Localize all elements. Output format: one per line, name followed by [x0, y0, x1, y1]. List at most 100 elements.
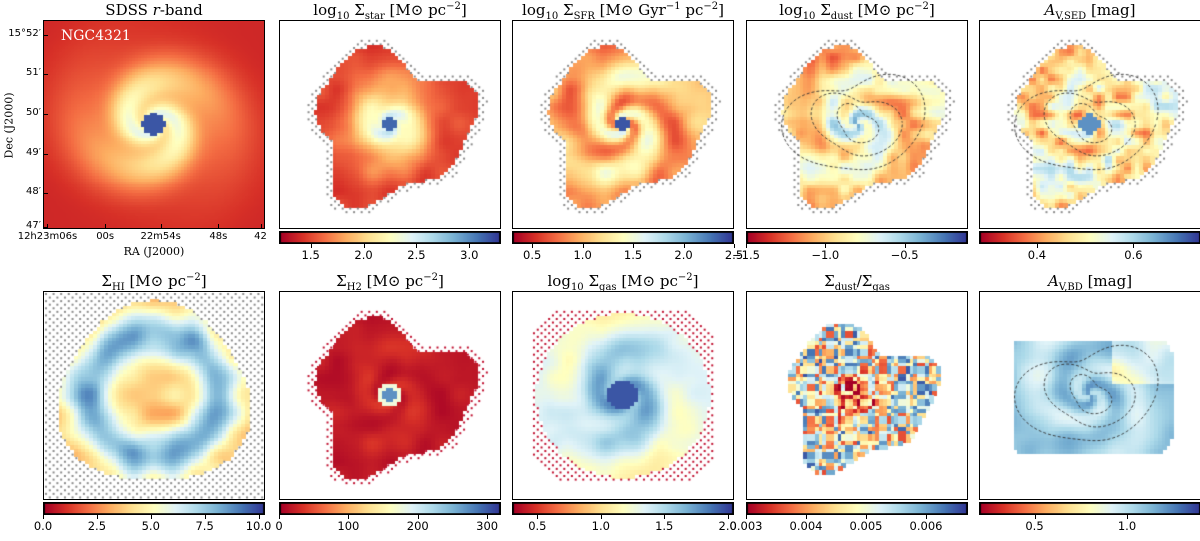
colorbar-tick-label: 200: [406, 519, 429, 533]
dec-tick-label: 50′: [26, 107, 41, 119]
colorbar-tick-mark: [532, 244, 534, 248]
colorbar-tick-label: 0.003: [729, 519, 763, 533]
heatmap-gas: [513, 292, 733, 499]
colorbar-tick-label: 2.0: [354, 248, 373, 262]
heatmap-star: [280, 21, 500, 228]
map-panel-sdss: [43, 20, 265, 229]
colorbar-tick-mark: [43, 515, 44, 519]
heatmap-hi: [44, 292, 264, 499]
colorbar-tick-mark: [746, 244, 747, 248]
colorbar-tick-label: 1.5: [623, 248, 643, 262]
map-panel-dgr: [746, 291, 968, 500]
colorbar-tick-label: 3.0: [460, 248, 479, 262]
map-panel-star: [279, 20, 501, 229]
ra-tick-mark: [260, 224, 262, 229]
colorbar-tick-mark: [1133, 244, 1135, 248]
colorbar-tick-label: 0.6: [1124, 248, 1143, 262]
ra-tick-label: 12h23m06s: [17, 231, 78, 242]
colorbar-tick-mark: [204, 515, 206, 519]
colorbar-tick-mark: [1036, 244, 1038, 248]
colorbar-tick-label: 0.5: [528, 519, 547, 533]
panel-title-6: ΣHI [M⊙ pc−2]: [101, 272, 207, 293]
panel-title-4: log10 Σdust [M⊙ pc−2]: [779, 1, 935, 22]
colorbar-tick-mark: [537, 515, 539, 519]
colorbar-tick-label: 100: [337, 519, 360, 533]
colorbar-tick-mark: [363, 244, 365, 248]
panel-title-9: Σdust/Σgas: [824, 272, 890, 293]
colorbar-tick-mark: [904, 244, 906, 248]
colorbar-tick-mark: [416, 244, 418, 248]
map-panel-hi: [43, 291, 265, 500]
panel-title-2: log10 Σstar [M⊙ pc−2]: [313, 1, 467, 22]
ra-tick-mark: [218, 224, 220, 229]
colorbar-tick-label: 2.5: [87, 519, 107, 533]
panel-title-5: AV,SED [mag]: [1044, 1, 1136, 22]
colorbar-tick-mark: [1127, 515, 1128, 519]
map-panel-gas: [512, 291, 734, 500]
colorbar-tick-mark: [664, 515, 666, 519]
colorbar-tick-label: 0.004: [789, 519, 823, 533]
colorbar-tick-label: 0: [275, 519, 283, 533]
colorbar-tick-label: 5.0: [141, 519, 160, 533]
galaxy-label: NGC4321: [61, 28, 131, 44]
heatmap-sdss: [44, 21, 264, 228]
colorbar-tick-label: 1.0: [591, 519, 610, 533]
dec-tick-label: 48′: [26, 186, 41, 198]
ra-tick-mark: [47, 224, 49, 229]
ra-tick-mark: [105, 224, 107, 229]
colorbar-hi: [43, 502, 265, 515]
colorbar-tick-mark: [582, 244, 584, 248]
map-panel-avsed: [979, 20, 1200, 229]
colorbar-tick-mark: [727, 515, 729, 519]
ra-tick-label: 42: [254, 231, 267, 242]
ra-tick-mark: [160, 224, 162, 229]
map-panel-h2: [279, 291, 501, 500]
dec-tick-mark: [43, 74, 48, 76]
panel-title-1: SDSS r-band: [105, 1, 203, 19]
colorbar-tick-label: 1.0: [573, 248, 592, 262]
ra-tick-label: 00s: [96, 231, 115, 242]
heatmap-avbd: [980, 292, 1200, 499]
ra-tick-label: 22m54s: [140, 231, 181, 242]
heatmap-sfr: [513, 21, 733, 228]
colorbar-avsed: [979, 231, 1200, 244]
panel-title-10: AV,BD [mag]: [1047, 272, 1133, 293]
dec-tick-mark: [43, 193, 48, 195]
dec-tick-label: 49′: [26, 146, 41, 158]
colorbar-tick-mark: [310, 244, 312, 248]
colorbar-tick-label: 300: [476, 519, 499, 533]
y-axis-label: Dec (J2000): [2, 92, 16, 158]
dec-tick-label: 15°52′: [8, 27, 41, 39]
colorbar-tick-label: 0.006: [909, 519, 943, 533]
colorbar-tick-label: 2.5: [407, 248, 426, 262]
colorbar-tick-label: 0.5: [1025, 519, 1044, 533]
heatmap-h2: [280, 292, 500, 499]
colorbar-tick-mark: [825, 244, 827, 248]
dec-tick-mark: [43, 153, 48, 155]
colorbar-tick-mark: [683, 244, 685, 248]
colorbar-tick-mark: [1034, 515, 1036, 519]
colorbar-tick-mark: [417, 515, 419, 519]
colorbar-tick-mark: [96, 515, 98, 519]
colorbar-tick-mark: [150, 515, 152, 519]
colorbar-tick-mark: [746, 515, 747, 519]
colorbar-dust: [746, 231, 968, 244]
map-panel-avbd: [979, 291, 1200, 500]
colorbar-tick-mark: [469, 244, 471, 248]
colorbar-sfr: [512, 231, 734, 244]
dec-tick-label: 51′: [26, 67, 41, 79]
colorbar-tick-mark: [279, 515, 280, 519]
colorbar-tick-label: 2.0: [674, 248, 693, 262]
colorbar-tick-label: −1.5: [732, 248, 760, 262]
panel-title-8: log10 Σgas [M⊙ pc−2]: [547, 272, 699, 293]
heatmap-dust: [747, 21, 967, 228]
colorbar-h2: [279, 502, 501, 515]
colorbar-tick-mark: [926, 515, 927, 519]
colorbar-tick-label: 1.0: [1117, 519, 1137, 533]
colorbar-tick-mark: [806, 515, 807, 519]
colorbar-tick-label: −0.5: [890, 248, 919, 262]
colorbar-star: [279, 231, 501, 244]
colorbar-tick-label: 0.4: [1027, 248, 1047, 262]
dec-tick-label: 47′: [26, 219, 41, 231]
